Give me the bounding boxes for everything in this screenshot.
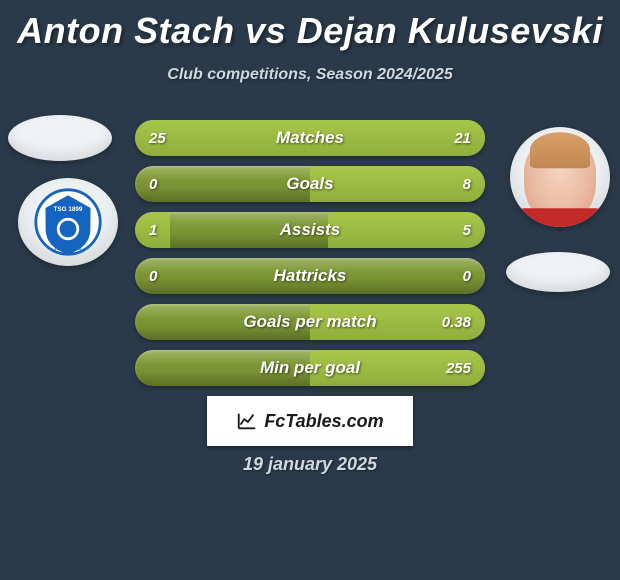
stat-row: 1Assists5 xyxy=(135,212,485,248)
stat-row: 25Matches21 xyxy=(135,120,485,156)
stat-row: 0Goals8 xyxy=(135,166,485,202)
stat-row: Min per goal255 xyxy=(135,350,485,386)
stat-label: Hattricks xyxy=(179,266,441,286)
svg-text:Hoffenheim: Hoffenheim xyxy=(55,246,83,252)
stats-container: 25Matches210Goals81Assists50Hattricks0Go… xyxy=(135,120,485,396)
chart-icon xyxy=(236,410,258,432)
fctables-logo: FcTables.com xyxy=(207,396,413,446)
stat-value-p1: 1 xyxy=(149,222,179,239)
player2-club-badge xyxy=(506,252,610,292)
logo-text: FcTables.com xyxy=(264,411,383,432)
player1-avatar xyxy=(8,115,112,161)
stat-value-p1: 0 xyxy=(149,268,179,285)
stat-label: Assists xyxy=(179,220,441,240)
stat-value-p2: 8 xyxy=(441,176,471,193)
player1-club-badge: TSG 1899 Hoffenheim xyxy=(18,178,118,266)
stat-label: Min per goal xyxy=(179,358,441,378)
svg-text:TSG 1899: TSG 1899 xyxy=(54,206,83,213)
stat-value-p2: 0 xyxy=(441,268,471,285)
date-label: 19 january 2025 xyxy=(0,454,620,475)
stat-value-p1: 25 xyxy=(149,130,179,147)
stat-row: 0Hattricks0 xyxy=(135,258,485,294)
stat-label: Matches xyxy=(179,128,441,148)
stat-value-p2: 21 xyxy=(441,130,471,147)
stat-label: Goals per match xyxy=(179,312,441,332)
player2-avatar xyxy=(510,127,610,227)
stat-value-p2: 0.38 xyxy=(441,314,471,331)
hoffenheim-badge-icon: TSG 1899 Hoffenheim xyxy=(33,187,103,257)
stat-value-p1: 0 xyxy=(149,176,179,193)
page-title: Anton Stach vs Dejan Kulusevski xyxy=(0,0,620,52)
stat-value-p2: 255 xyxy=(441,360,471,377)
stat-value-p2: 5 xyxy=(441,222,471,239)
stat-row: Goals per match0.38 xyxy=(135,304,485,340)
stat-label: Goals xyxy=(179,174,441,194)
subtitle: Club competitions, Season 2024/2025 xyxy=(0,66,620,84)
